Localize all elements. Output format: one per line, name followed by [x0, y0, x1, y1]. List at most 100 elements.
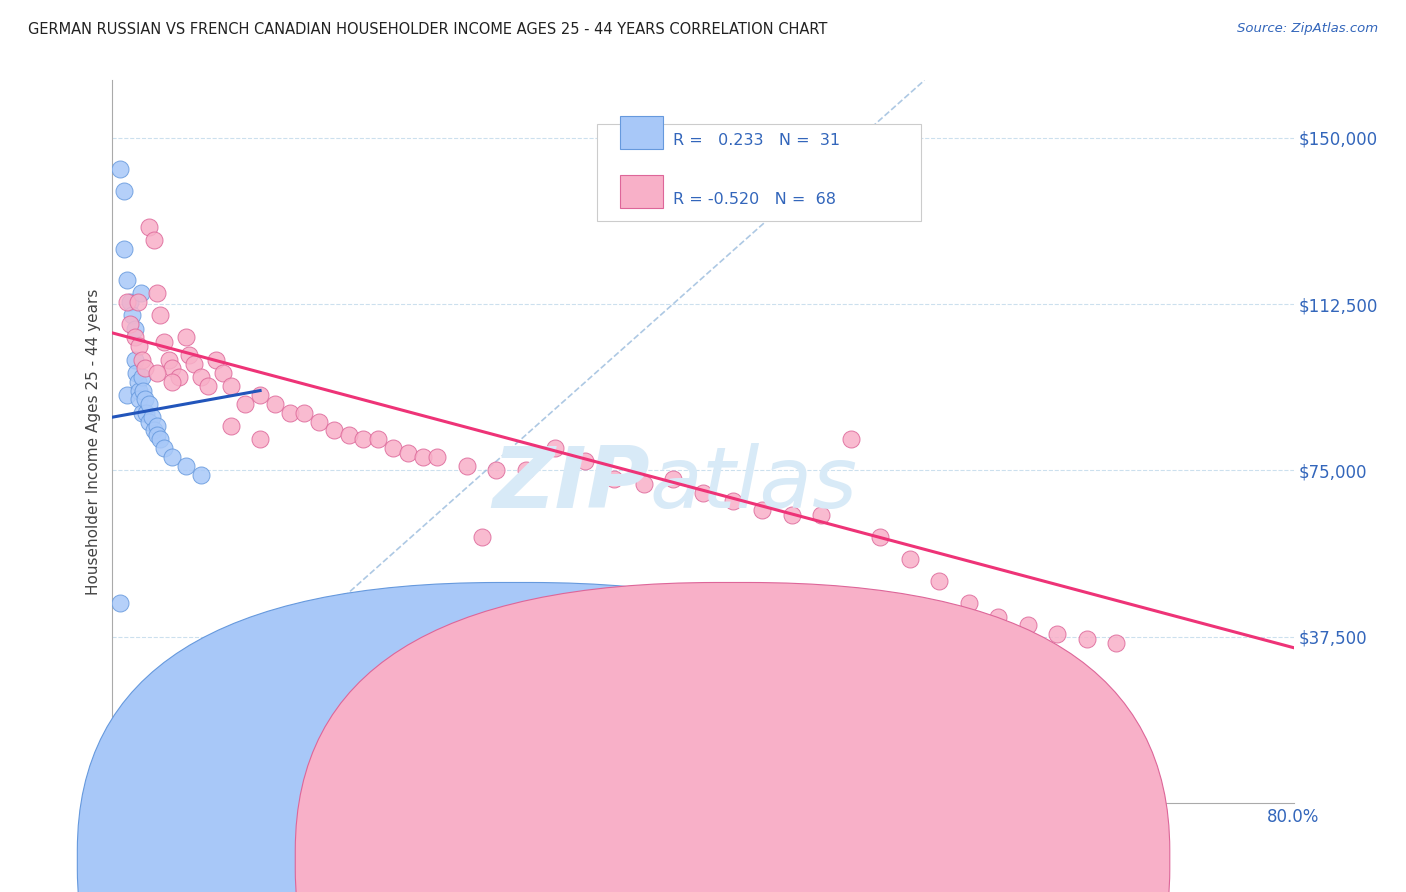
Point [839, 433, 862, 447]
Point [396, 445, 419, 459]
Point [292, 406, 315, 420]
Point [174, 330, 197, 344]
Point [264, 397, 287, 411]
Point [957, 596, 980, 610]
Point [157, 352, 180, 367]
Point [308, 415, 330, 429]
Point [780, 508, 803, 522]
Point [120, 317, 142, 331]
FancyBboxPatch shape [620, 116, 662, 149]
Point [117, 388, 138, 402]
Point [160, 375, 183, 389]
Point [149, 308, 172, 322]
Point [721, 760, 744, 774]
Point [810, 508, 832, 522]
Point [128, 384, 150, 398]
FancyBboxPatch shape [620, 175, 662, 208]
Point [183, 357, 205, 371]
Point [149, 433, 172, 447]
Point [721, 494, 744, 508]
Y-axis label: Householder Income Ages 25 - 44 years: Householder Income Ages 25 - 44 years [86, 288, 101, 595]
Text: ZIP: ZIP [492, 443, 650, 526]
Text: French Canadians: French Canadians [756, 853, 893, 867]
Point [131, 370, 153, 384]
Point [174, 458, 197, 473]
Point [146, 419, 169, 434]
Point [839, 751, 862, 765]
Point [1076, 632, 1098, 646]
Point [190, 467, 212, 482]
Point [129, 286, 152, 301]
Point [160, 361, 183, 376]
Point [131, 352, 153, 367]
Point [603, 472, 626, 486]
Point [278, 406, 301, 420]
Point [142, 233, 165, 247]
Point [544, 441, 567, 455]
Point [233, 397, 256, 411]
Point [205, 352, 228, 367]
Point [633, 476, 655, 491]
Point [190, 370, 212, 384]
Point [132, 384, 155, 398]
Point [124, 321, 146, 335]
Text: atlas: atlas [650, 443, 858, 526]
Point [146, 428, 169, 442]
Point [138, 219, 160, 234]
Point [544, 596, 567, 610]
Point [117, 273, 138, 287]
Point [456, 458, 478, 473]
Point [219, 379, 242, 393]
Point [1105, 636, 1128, 650]
Point [167, 370, 190, 384]
Point [121, 308, 143, 322]
Point [470, 530, 494, 544]
Point [869, 530, 891, 544]
Point [142, 424, 165, 438]
Point [485, 463, 508, 477]
Point [323, 424, 346, 438]
Point [382, 441, 405, 455]
Point [128, 392, 150, 407]
Text: R = -0.520   N =  68: R = -0.520 N = 68 [673, 193, 837, 207]
Point [179, 348, 201, 362]
Point [197, 379, 219, 393]
Point [337, 428, 360, 442]
Point [352, 433, 374, 447]
Point [1017, 618, 1039, 632]
Point [127, 294, 149, 309]
Text: Source: ZipAtlas.com: Source: ZipAtlas.com [1237, 22, 1378, 36]
Point [249, 388, 271, 402]
Point [135, 406, 157, 420]
Point [108, 161, 131, 176]
Point [131, 406, 153, 420]
Text: R =   0.233   N =  31: R = 0.233 N = 31 [673, 133, 841, 148]
Point [692, 485, 714, 500]
Point [124, 352, 146, 367]
Point [138, 397, 160, 411]
Point [146, 366, 169, 380]
Point [117, 294, 138, 309]
Point [127, 375, 149, 389]
Point [411, 450, 433, 464]
Point [898, 552, 921, 566]
Point [153, 334, 176, 349]
Point [515, 463, 537, 477]
Point [112, 184, 135, 198]
Point [138, 415, 160, 429]
Point [141, 410, 163, 425]
Point [125, 366, 148, 380]
Text: German Russians: German Russians [538, 853, 672, 867]
Point [108, 596, 131, 610]
Point [124, 330, 146, 344]
Point [112, 242, 135, 256]
Point [146, 286, 169, 301]
Point [928, 574, 950, 589]
Point [212, 366, 235, 380]
Point [120, 294, 142, 309]
Point [367, 433, 389, 447]
Point [751, 503, 773, 517]
Point [219, 419, 242, 434]
Point [662, 472, 685, 486]
Point [134, 361, 156, 376]
